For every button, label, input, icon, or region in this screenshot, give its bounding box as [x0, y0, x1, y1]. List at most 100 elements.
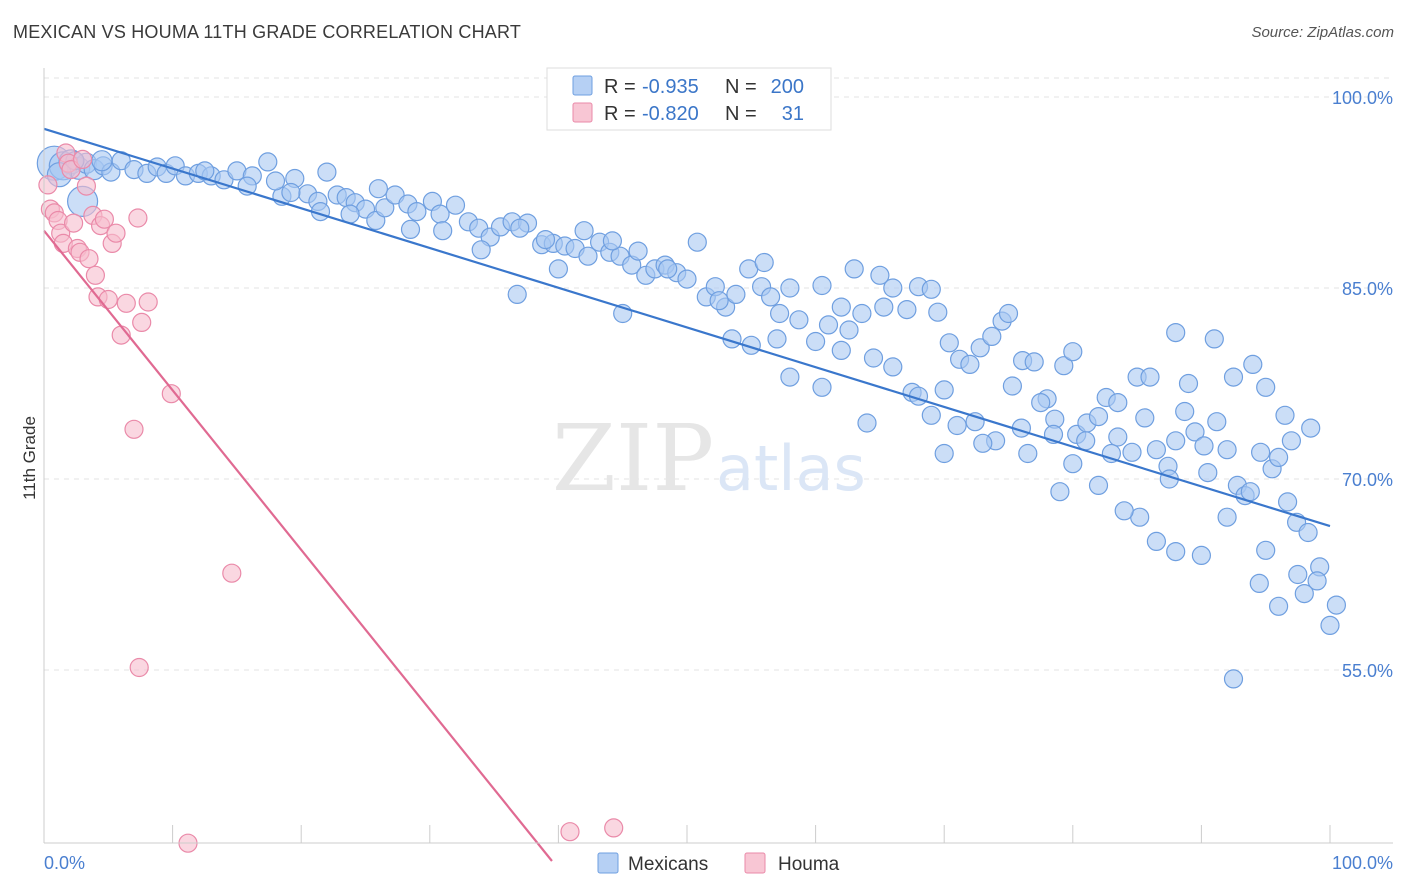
point-mexicans-34 [407, 202, 427, 222]
y-tick-label-55: 55.0% [1342, 661, 1393, 681]
point-mexicans-167 [1223, 669, 1244, 689]
point-mexicans-128 [709, 291, 729, 311]
point-mexicans-88 [1024, 352, 1044, 372]
legend-r-label-houma: R = [604, 103, 636, 125]
legend-r-label-mexicans: R = [604, 76, 636, 98]
watermark-zip: ZIP [552, 405, 714, 512]
point-mexicans-188 [265, 171, 286, 191]
y-tick-labels: 100.0% 85.0% 70.0% 55.0% [1332, 88, 1393, 681]
point-mexicans-200 [628, 241, 648, 261]
point-mexicans-166 [1320, 615, 1340, 636]
point-mexicans-171 [1191, 545, 1212, 566]
y-axis-title: 11th Grade [20, 416, 39, 500]
point-mexicans-184 [91, 150, 113, 172]
point-mexicans-161 [1166, 431, 1186, 451]
bottom-legend-label-houma: Houma [778, 854, 840, 875]
point-mexicans-198 [574, 221, 594, 241]
point-houma-0 [38, 175, 58, 195]
point-mexicans-105 [1217, 440, 1237, 460]
x-tick-label-100: 100.0% [1332, 853, 1393, 873]
legend-n-value-houma: 31 [782, 103, 804, 125]
point-mexicans-174 [1114, 501, 1134, 521]
point-mexicans-65 [769, 303, 790, 324]
point-mexicans-74 [874, 297, 894, 317]
legend-swatch-houma [572, 102, 593, 123]
bottom-legend-swatch-houma [744, 852, 766, 874]
point-mexicans-97 [1122, 442, 1142, 462]
point-houma-12 [72, 149, 93, 169]
point-mexicans-78 [921, 279, 941, 299]
point-mexicans-57 [677, 269, 697, 289]
point-mexicans-152 [921, 405, 941, 425]
point-mexicans-101 [1175, 401, 1195, 422]
point-mexicans-139 [1301, 418, 1321, 438]
point-mexicans-72 [852, 303, 872, 324]
point-mexicans-192 [368, 179, 388, 199]
point-mexicans-141 [1240, 482, 1260, 502]
point-houma-19 [94, 209, 115, 229]
point-houma-14 [79, 249, 99, 269]
point-mexicans-176 [1063, 454, 1083, 474]
point-mexicans-31 [375, 198, 395, 218]
point-mexicans-98 [1135, 408, 1155, 428]
point-houma-9 [63, 213, 84, 233]
point-mexicans-25 [317, 162, 337, 182]
point-houma-33 [560, 822, 580, 842]
point-mexicans-119 [1223, 367, 1244, 387]
x-tick-label-0: 0.0% [44, 853, 85, 873]
point-mexicans-164 [1288, 564, 1308, 585]
point-mexicans-130 [870, 265, 890, 285]
trend-line-mexicans [43, 127, 1331, 528]
grid-lines [44, 77, 1393, 671]
point-mexicans-131 [998, 303, 1019, 324]
point-mexicans-67 [789, 310, 809, 330]
point-mexicans-140 [1281, 431, 1302, 451]
point-mexicans-73 [863, 348, 884, 368]
point-mexicans-170 [1294, 583, 1314, 604]
point-mexicans-201 [658, 259, 678, 279]
point-mexicans-20 [258, 152, 278, 172]
point-mexicans-193 [400, 219, 421, 239]
point-mexicans-195 [471, 240, 491, 260]
point-mexicans-102 [1185, 422, 1205, 442]
point-houma-28 [124, 419, 144, 439]
trend-line-houma [43, 230, 553, 862]
point-mexicans-136 [1204, 329, 1224, 349]
point-mexicans-120 [1256, 377, 1276, 397]
watermark-atlas: atlas [716, 432, 866, 505]
point-mexicans-79 [928, 302, 948, 322]
point-mexicans-168 [1249, 573, 1269, 594]
point-mexicans-124 [934, 380, 954, 400]
point-houma-20 [98, 289, 118, 310]
point-mexicans-126 [507, 284, 527, 304]
point-mexicans-37 [445, 195, 466, 215]
point-mexicans-132 [1031, 393, 1051, 413]
point-mexicans-194 [433, 221, 453, 241]
point-mexicans-172 [1166, 541, 1186, 562]
point-mexicans-82 [960, 354, 980, 374]
point-mexicans-99 [1146, 440, 1167, 460]
point-mexicans-66 [780, 278, 800, 298]
point-mexicans-71 [839, 320, 859, 340]
point-houma-30 [222, 563, 242, 583]
point-mexicans-154 [883, 357, 903, 377]
point-mexicans-196 [510, 218, 530, 238]
point-mexicans-118 [1166, 323, 1186, 343]
point-houma-34 [604, 818, 624, 838]
point-mexicans-103 [1194, 436, 1214, 456]
point-mexicans-162 [1217, 507, 1237, 527]
point-mexicans-199 [602, 231, 623, 251]
point-mexicans-48 [578, 246, 598, 266]
point-houma-24 [116, 293, 136, 313]
point-mexicans-113 [1298, 522, 1318, 543]
point-mexicans-91 [1054, 356, 1074, 376]
point-mexicans-179 [973, 433, 993, 453]
point-mexicans-104 [1207, 412, 1227, 432]
point-mexicans-84 [982, 326, 1002, 346]
point-houma-29 [161, 384, 181, 404]
point-mexicans-165 [1307, 571, 1327, 591]
point-mexicans-76 [897, 300, 917, 320]
point-mexicans-158 [780, 367, 800, 387]
point-houma-25 [128, 208, 148, 228]
